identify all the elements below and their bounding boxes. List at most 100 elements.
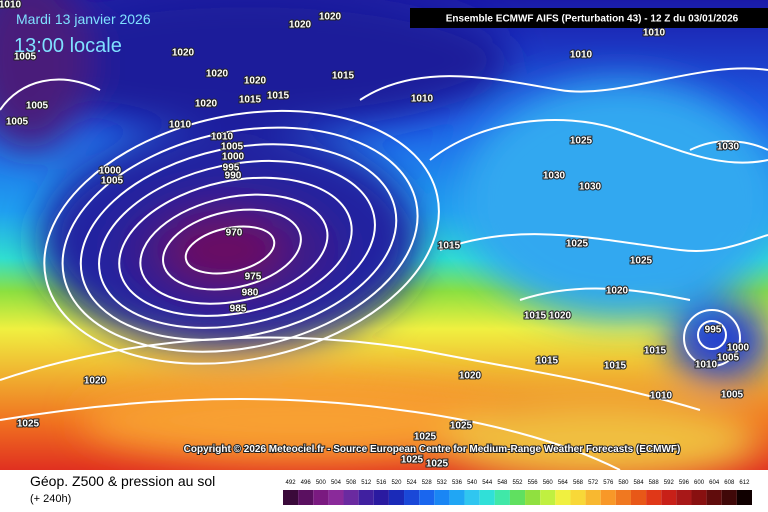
- legend-swatch: [585, 490, 601, 505]
- isobar-label: 985: [230, 304, 247, 315]
- legend-swatch: [404, 490, 420, 505]
- legend-swatch: [570, 490, 586, 505]
- legend-swatch: [736, 490, 752, 505]
- isobar-label: 1020: [319, 12, 342, 23]
- isobar-label: 1010: [211, 132, 234, 143]
- legend-swatch: [494, 490, 510, 505]
- isobar-label: 1010: [169, 120, 192, 131]
- isobar-label: 1025: [17, 419, 40, 430]
- local-time: 13:00 locale: [14, 35, 122, 57]
- isobar-label: 1000: [99, 166, 122, 177]
- legend-label: 556: [528, 480, 539, 486]
- run-box: [410, 8, 768, 28]
- legend-label: 492: [286, 480, 297, 486]
- isobar-label: 1025: [566, 239, 589, 250]
- footer-lead: (+ 240h): [30, 493, 71, 505]
- legend-swatch: [283, 490, 299, 505]
- isobars: [0, 67, 768, 470]
- legend-label: 532: [437, 480, 448, 486]
- isobar-label: 1020: [172, 48, 195, 59]
- legend-label: 580: [618, 480, 629, 486]
- isobar-label: 1020: [84, 376, 107, 387]
- legend-swatch: [509, 490, 526, 505]
- legend-swatch: [600, 490, 616, 505]
- legend-label: 508: [346, 480, 357, 486]
- legend-label: 572: [588, 480, 599, 486]
- isobar-label: 1005: [6, 117, 29, 128]
- legend-swatch: [343, 490, 359, 505]
- isobar-label: 980: [242, 288, 259, 299]
- isobar-label: 1020: [606, 286, 629, 297]
- isobar-label: 1020: [459, 371, 482, 382]
- isobar-label: 1005: [101, 176, 124, 187]
- isobar-label: 995: [705, 325, 722, 336]
- legend-label: 596: [679, 480, 690, 486]
- legend-swatch: [434, 490, 450, 505]
- legend-swatch: [646, 490, 662, 505]
- legend-label: 592: [664, 480, 675, 486]
- legend-label: 520: [391, 480, 402, 486]
- legend-label: 504: [331, 480, 342, 486]
- legend-swatch: [373, 490, 389, 505]
- legend-label: 612: [739, 480, 750, 486]
- legend-label: 584: [634, 480, 645, 486]
- legend-label: 604: [709, 480, 720, 486]
- legend-label: 496: [301, 480, 312, 486]
- legend-label: 568: [573, 480, 584, 486]
- legend-swatch: [464, 490, 480, 505]
- legend-swatch: [630, 490, 647, 505]
- isobar-label: 1020: [195, 99, 218, 110]
- isobar-label: 1010: [643, 28, 666, 39]
- legend-swatch: [419, 490, 435, 505]
- isobar-label: 1030: [579, 182, 602, 193]
- isobar-label: 1025: [401, 455, 424, 466]
- legend-label: 600: [694, 480, 705, 486]
- legend: 492 496 500 504 508 512 516 520 524 528 532 536 540 5…: [283, 480, 752, 505]
- legend-swatch: [706, 490, 722, 505]
- isobar-label: 1020: [289, 20, 312, 31]
- isobar-label: 1015: [438, 241, 461, 252]
- legend-label: 560: [543, 480, 554, 486]
- legend-label: 576: [603, 480, 614, 486]
- legend-label: 524: [407, 480, 418, 486]
- isobar-label: 1015: [332, 71, 355, 82]
- isobar-label: 1025: [570, 136, 593, 147]
- legend-label: 500: [316, 480, 327, 486]
- isobar-label: 1025: [630, 256, 653, 267]
- isobar-label: 1010: [570, 50, 593, 61]
- isobar-label: 1030: [717, 142, 740, 153]
- isobar-label: 1010: [650, 391, 673, 402]
- isobar-label: 1025: [450, 421, 473, 432]
- isobar-label: 1005: [717, 353, 740, 364]
- legend-swatch: [525, 490, 541, 505]
- isobar-label: 1030: [543, 171, 566, 182]
- legend-swatch: [358, 490, 374, 505]
- legend-swatch: [691, 490, 707, 505]
- isobar-label: 1005: [26, 101, 49, 112]
- legend-label: 588: [649, 480, 660, 486]
- isobar-label: 1000: [727, 343, 750, 354]
- isobar-label: 1025: [426, 459, 449, 470]
- legend-label: 540: [467, 480, 478, 486]
- legend-swatch: [661, 490, 677, 505]
- isobar-label: 1020: [244, 76, 267, 87]
- legend-label: 548: [497, 480, 508, 486]
- isobar-label: 1015: [604, 361, 627, 372]
- isobar-label: 975: [245, 272, 262, 283]
- isobar-label: 1005: [221, 142, 244, 153]
- legend-swatch: [328, 490, 344, 505]
- isobar-label: 1020: [206, 69, 229, 80]
- isobar-label: 1010: [695, 360, 718, 371]
- legend-label: 516: [376, 480, 387, 486]
- isobar-label: 1015: [239, 95, 262, 106]
- legend-swatch: [555, 490, 571, 505]
- legend-swatch: [298, 490, 314, 505]
- date: Mardi 13 janvier 2026: [16, 11, 151, 27]
- legend-label: 536: [452, 480, 463, 486]
- isobar-label: 1015: [536, 356, 559, 367]
- legend-label: 544: [482, 480, 493, 486]
- isobar-label: 1015: [644, 346, 667, 357]
- run-info: Ensemble ECMWF AIFS (Perturbation 43) - …: [446, 14, 739, 25]
- isobar-label: 1020: [549, 311, 572, 322]
